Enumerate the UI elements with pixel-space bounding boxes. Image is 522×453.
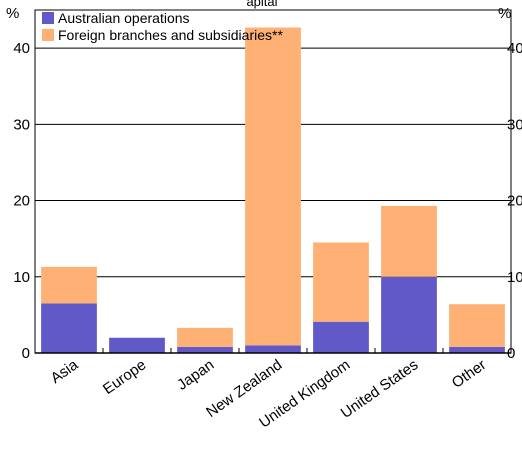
- y-tick-label-left-0: 0: [22, 345, 30, 362]
- x-tick-label-other: Other: [449, 356, 489, 391]
- bars: [41, 27, 505, 353]
- x-tick-label-asia: Asia: [48, 356, 82, 387]
- bar-foreign-japan: [177, 327, 233, 347]
- bar-foreign-united-states: [381, 205, 437, 277]
- y-tick-label-left-10: 10: [13, 269, 30, 286]
- y-tick-label-left-40: 40: [13, 40, 30, 57]
- y-tick-label-left-20: 20: [13, 193, 30, 210]
- chart-title-fragment: apital: [246, 0, 277, 9]
- bar-australian-japan: [177, 346, 233, 353]
- y-tick-label-right-10: 10: [507, 269, 522, 286]
- x-tick-label-europe: Europe: [100, 356, 149, 398]
- bar-australian-other: [449, 346, 505, 353]
- bar-foreign-asia: [41, 266, 97, 304]
- x-tick-label-japan: Japan: [174, 356, 217, 393]
- legend-swatch-australian: [42, 12, 54, 24]
- bar-australian-united-states: [381, 276, 437, 353]
- legend-swatch-foreign: [42, 29, 54, 41]
- bar-australian-europe: [109, 337, 165, 353]
- bar-australian-new-zealand: [245, 345, 301, 353]
- y-tick-label-left-30: 30: [13, 116, 30, 133]
- bar-australian-asia: [41, 303, 97, 353]
- legend-label-australian: Australian operations: [58, 10, 190, 26]
- bar-foreign-new-zealand: [245, 27, 301, 346]
- legend-label-foreign: Foreign branches and subsidiaries**: [58, 27, 283, 43]
- y-tick-label-right-20: 20: [507, 193, 522, 210]
- y-unit-left: %: [6, 5, 19, 22]
- bar-foreign-other: [449, 304, 505, 347]
- y-unit-right: %: [498, 5, 511, 22]
- bar-foreign-united-kingdom: [313, 242, 369, 322]
- y-tick-label-right-40: 40: [507, 40, 522, 57]
- y-tick-label-right-30: 30: [507, 116, 522, 133]
- y-tick-label-right-0: 0: [507, 345, 515, 362]
- bar-australian-united-kingdom: [313, 321, 369, 353]
